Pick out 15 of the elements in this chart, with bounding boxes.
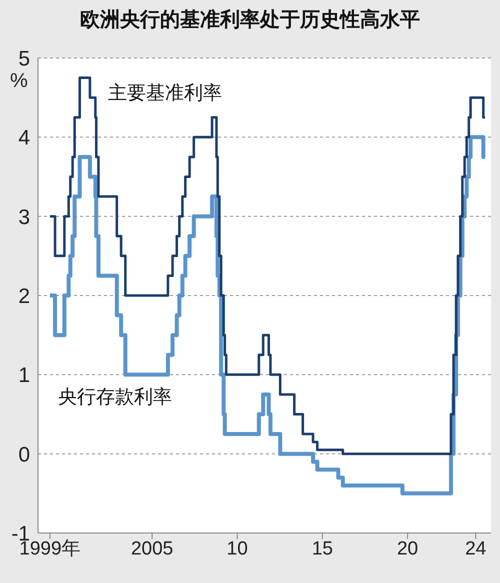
x-tick-label: 20 bbox=[396, 538, 418, 560]
y-tick-label: 0 bbox=[18, 443, 30, 466]
y-tick-label: 1 bbox=[18, 364, 30, 388]
y-tick-label: 5 bbox=[18, 47, 30, 70]
y-tick-label: 4 bbox=[18, 126, 30, 150]
series-label: 主要基准利率 bbox=[108, 82, 222, 106]
y-tick-label: 2 bbox=[18, 284, 30, 308]
x-tick-label: 24 bbox=[465, 538, 487, 560]
x-tick-label: 15 bbox=[312, 538, 333, 560]
chart-title: 欧洲央行的基准利率处于历史性高水平 bbox=[79, 8, 421, 33]
series-label: 央行存款利率 bbox=[58, 386, 172, 410]
x-tick-label: 10 bbox=[226, 538, 248, 560]
y-tick-label: 3 bbox=[18, 206, 30, 229]
x-tick-label: 2005 bbox=[130, 538, 174, 560]
y-axis-title: % bbox=[10, 70, 28, 93]
